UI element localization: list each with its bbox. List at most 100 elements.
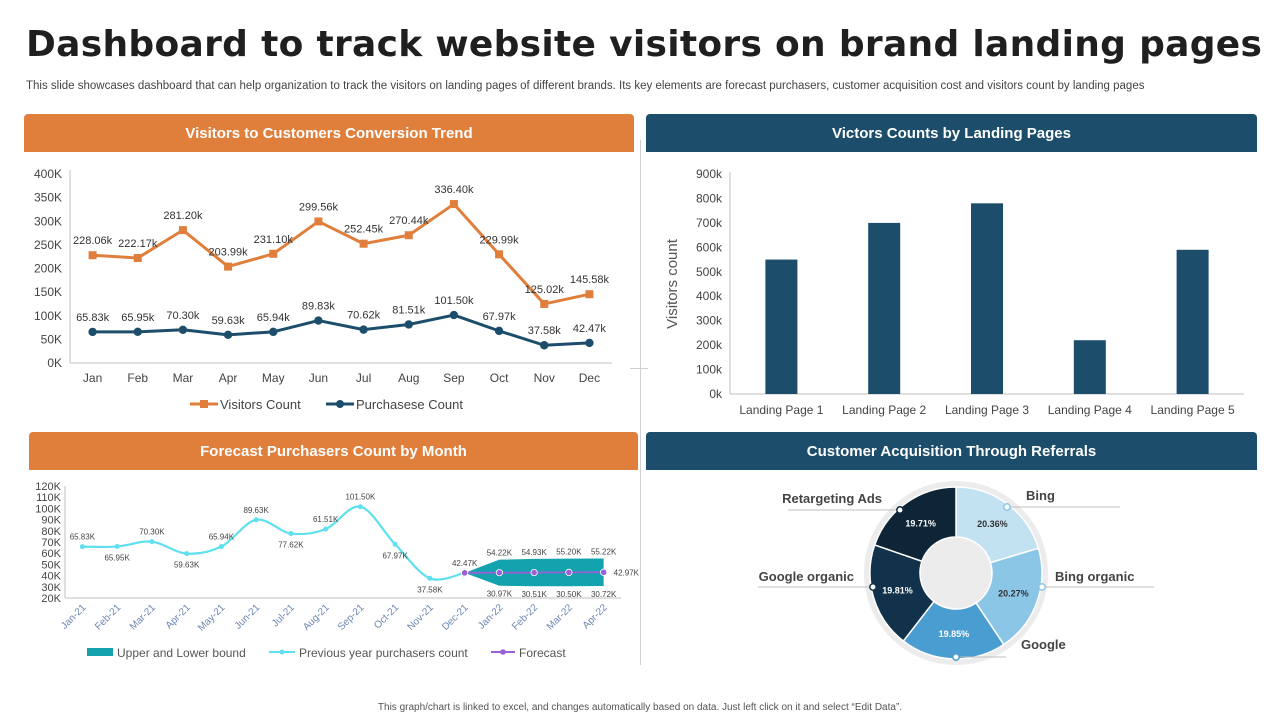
purchases-data-label: 37.58k [528,325,562,337]
forecast-point [530,568,538,577]
previous-year-point [114,544,120,550]
forecast-x-tick-label: Dec-21 [440,602,471,633]
previous-year-label: 59.63K [174,561,200,570]
purchases-data-label: 65.95k [121,312,155,324]
forecast-x-tick-label: Jun-21 [233,602,263,632]
previous-year-point [79,544,85,550]
conversion-x-tick-label: May [262,371,285,385]
visitors-data-label: 231.10k [254,234,294,246]
previous-year-point [357,504,363,510]
forecast-y-tick-label: 100K [35,503,61,515]
forecast-x-tick-label: Mar-21 [128,602,158,632]
page-subtitle: This slide showcases dashboard that can … [26,80,1145,92]
donut-slice-value: 19.71% [905,518,936,528]
landing-panel-header: Victors Counts by Landing Pages [646,114,1257,152]
conversion-y-tick-label: 200K [34,262,62,276]
purchases-point [269,327,278,337]
conversion-trend-chart: 0K 50K 100K 150K 200K 250K 300K 350K 400K Jan Feb M… [34,167,612,412]
forecast-x-tick-label: Sep-21 [336,602,367,633]
purchases-data-label: 101.50k [434,295,474,307]
landing-y-tick-label: 700k [696,216,723,230]
conversion-x-tick-label: Feb [127,371,148,385]
conversion-y-tick-label: 50K [41,332,62,346]
landing-x-tick-label: Landing Page 1 [739,403,823,417]
donut-slice [869,543,936,643]
visitors-point [404,231,413,240]
panel-divider-vertical [640,140,641,665]
conversion-series-line [92,313,590,347]
forecast-y-tick-label: 120K [35,481,61,493]
visitors-point [88,251,97,260]
donut-leader-dot [1003,503,1011,511]
landing-bar [868,222,901,394]
legend-previous-marker [279,649,285,655]
purchases-point [449,310,459,320]
previous-year-label: 61.51K [313,515,339,524]
forecast-x-tick-label: Apr-21 [164,602,193,631]
conversion-y-tick-label: 100K [34,309,62,323]
previous-year-label: 67.97K [382,551,408,560]
forecast-point [600,568,608,576]
visitors-data-label: 229.99k [480,234,520,246]
donut-slice-value: 20.36% [977,519,1008,529]
visitors-data-label: 336.40k [434,184,474,196]
forecast-x-tick-label: Jan-22 [476,602,506,632]
previous-year-label: 65.95K [104,554,130,563]
legend-previous-label: Previous year purchasers count [299,646,468,660]
donut-category-label: Bing [1026,488,1055,503]
purchases-point [88,327,97,337]
conversion-x-tick-label: Sep [443,371,465,385]
landing-y-tick-label: 400k [696,289,723,303]
forecast-panel-header: Forecast Purchasers Count by Month [29,432,638,470]
forecast-chart-title: Forecast Purchasers Count by Month [200,442,467,460]
purchases-point [223,330,233,340]
purchases-data-label: 81.51k [392,304,426,316]
landing-x-tick-label: Landing Page 3 [945,403,1029,417]
forecast-x-tick-label: Aug-21 [301,602,332,633]
footer-note: This graph/chart is linked to excel, and… [377,702,903,713]
forecast-point [461,569,469,577]
previous-year-label: 37.58K [417,585,443,594]
forecast-y-tick-label: 30K [41,582,61,594]
purchases-point [540,341,549,350]
conversion-legend-label: Visitors Count [220,397,301,412]
conversion-y-tick-label: 250K [34,238,62,252]
donut-category-label: Google organic [759,569,854,584]
purchases-data-label: 59.63k [212,315,246,327]
conversion-legend-marker [200,400,208,408]
forecast-upper-label: 55.20K [556,548,582,557]
previous-year-label: 42.47K [452,559,478,568]
previous-year-point [323,526,329,532]
previous-year-point [218,544,224,550]
donut-slice [974,547,1043,646]
conversion-x-tick-label: Jun [309,371,328,385]
landing-x-tick-label: Landing Page 4 [1048,403,1132,417]
forecast-lower-label: 30.51K [521,590,547,599]
forecast-x-tick-label: Feb-21 [93,602,123,632]
previous-year-label: 101.50K [345,493,375,502]
visitors-data-label: 299.56k [299,201,339,213]
forecast-y-tick-label: 40K [41,571,61,583]
panel-divider-tick [630,368,648,369]
forecast-x-tick-label: Jan-21 [59,602,89,632]
visitors-data-label: 228.06k [73,235,113,247]
donut-slice [873,486,957,563]
conversion-legend-label: Purchasese Count [356,397,463,412]
legend-bounds-swatch [87,648,113,656]
landing-x-tick-label: Landing Page 2 [842,403,926,417]
visitors-point [359,239,368,248]
landing-y-tick-label: 500k [696,265,723,279]
donut-slice [902,600,1005,660]
donut-category-label: Bing organic [1055,569,1134,584]
visitors-data-label: 125.02k [525,284,565,296]
visitors-data-label: 222.17k [118,238,158,250]
previous-year-point [149,539,155,545]
landing-y-tick-label: 800k [696,191,723,205]
visitors-point [133,254,142,263]
visitors-point [585,290,594,299]
purchases-data-label: 42.47k [573,323,607,335]
conversion-x-tick-label: Aug [398,371,419,385]
previous-year-label: 70.30K [139,528,165,537]
conversion-panel-header: Visitors to Customers Conversion Trend [24,114,634,152]
